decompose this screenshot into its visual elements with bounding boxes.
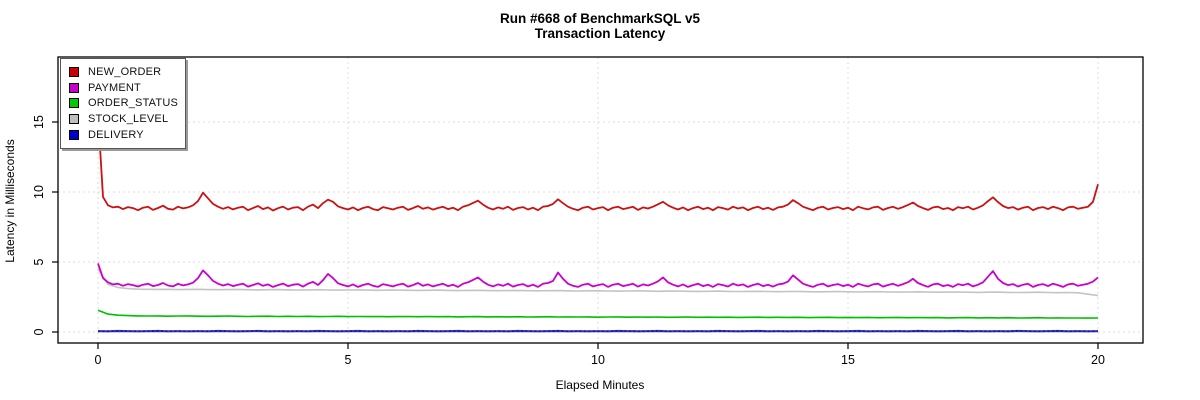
x-axis-title: Elapsed Minutes [555,378,645,392]
chart-title: Run #668 of BenchmarkSQL v5 [499,11,701,26]
legend-swatch-stock_level [69,114,79,125]
plot-frame [57,56,1144,344]
series-line-new_order [97,113,1099,212]
series-line-order_status [97,309,1099,319]
legend-item-payment: PAYMENT [69,80,179,96]
legend-item-delivery: DELIVERY [69,127,179,143]
x-tick-label-20: 20 [1091,353,1105,367]
legend-label: STOCK_LEVEL [88,113,169,126]
series-line-stock_level [97,268,1099,297]
legend-label: PAYMENT [88,81,141,94]
chart-title-block: Run #668 of BenchmarkSQL v5 Transaction … [0,11,1200,41]
y-axis-title: Latency in Milliseconds [3,139,17,263]
legend-label: ORDER_STATUS [88,97,179,110]
legend-item-stock_level: STOCK_LEVEL [69,111,179,127]
legend-item-new_order: NEW_ORDER [69,64,179,80]
y-tick-label-0: 0 [32,328,46,335]
y-tick-label-15: 15 [32,115,46,129]
legend-swatch-order_status [69,98,79,109]
legend-label: NEW_ORDER [88,65,162,78]
x-tick-label-5: 5 [345,353,352,367]
x-tick-label-0: 0 [95,353,102,367]
legend-swatch-delivery [69,130,79,141]
legend-swatch-payment [69,82,79,93]
legend-label: DELIVERY [88,129,144,142]
x-tick-label-10: 10 [591,353,605,367]
y-tick-label-5: 5 [32,258,46,265]
legend-item-order_status: ORDER_STATUS [69,96,179,112]
legend: NEW_ORDER PAYMENT ORDER_STATUS STOCK_LEVEL D… [60,58,186,149]
legend-swatch-new_order [69,66,79,77]
chart-subtitle: Transaction Latency [534,25,666,41]
series-line-payment [97,263,1099,288]
y-tick-label-10: 10 [32,185,46,199]
x-tick-label-15: 15 [841,353,855,367]
